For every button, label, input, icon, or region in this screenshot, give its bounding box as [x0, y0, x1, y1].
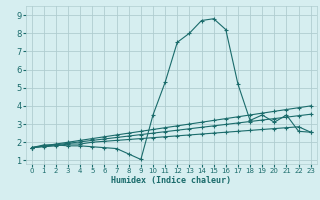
- X-axis label: Humidex (Indice chaleur): Humidex (Indice chaleur): [111, 176, 231, 185]
